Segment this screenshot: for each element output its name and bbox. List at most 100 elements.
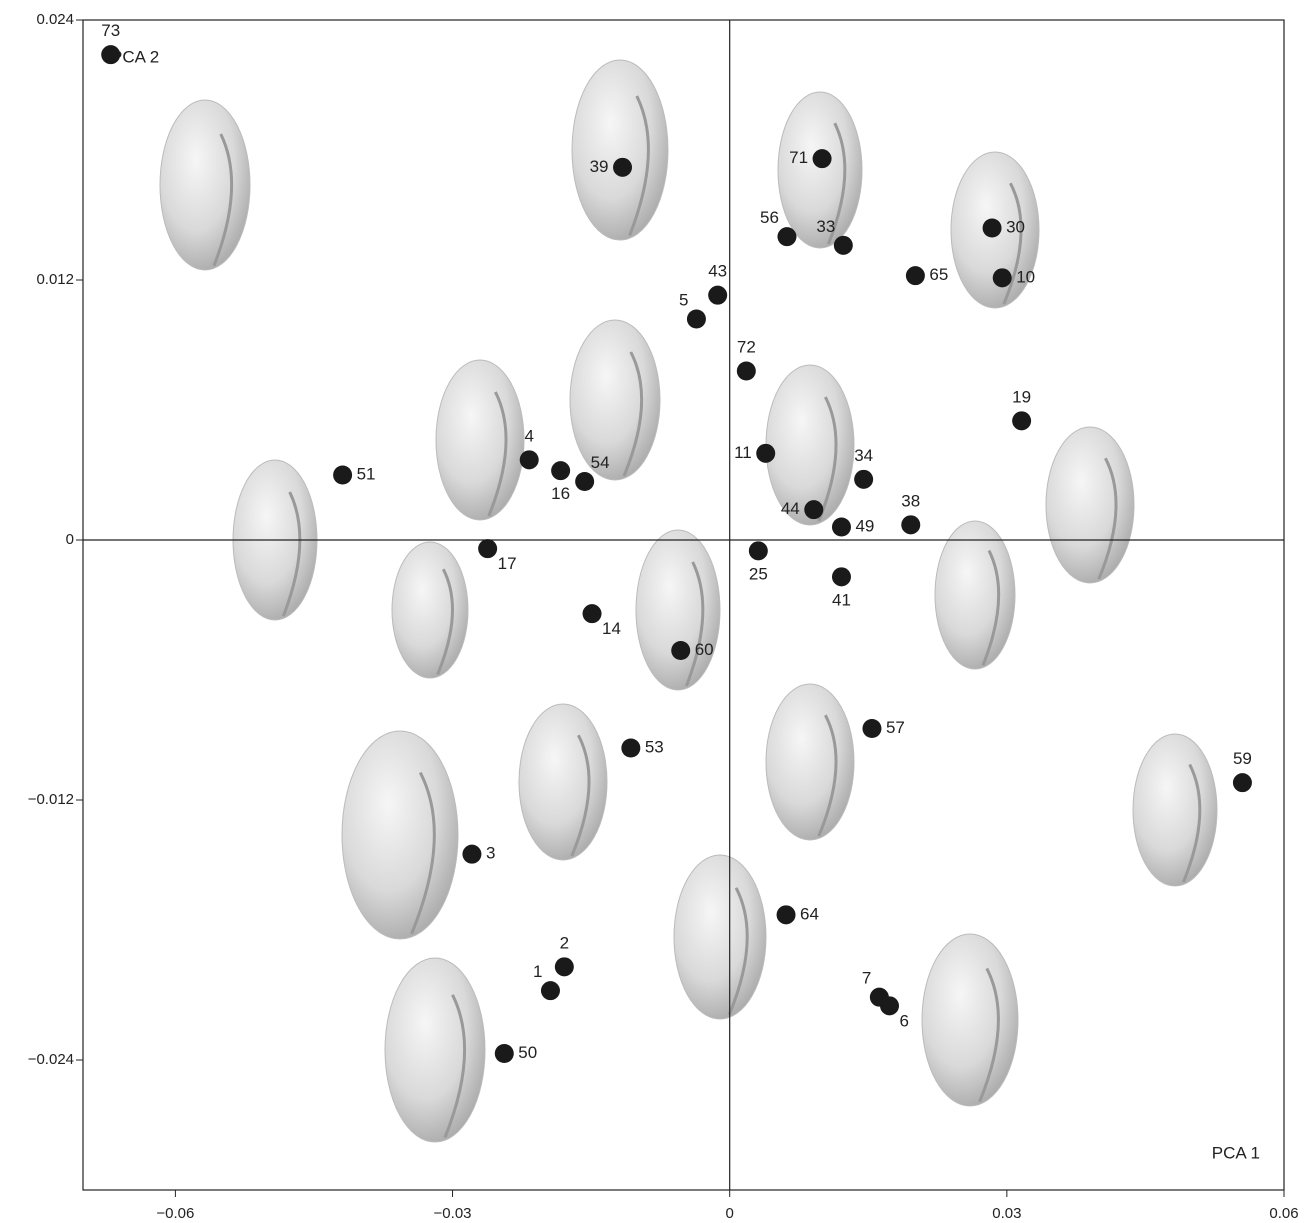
point-label: 57 — [886, 718, 905, 737]
data-point — [540, 981, 560, 1001]
shell-aperture — [1002, 182, 1023, 305]
data-point — [804, 500, 824, 520]
point-label: 10 — [1016, 267, 1035, 286]
point-label: 43 — [708, 262, 727, 281]
shell-aperture — [817, 396, 838, 522]
data-point — [519, 450, 539, 470]
data-point — [613, 157, 633, 177]
point-label: 30 — [1006, 217, 1025, 236]
data-point — [1012, 411, 1032, 431]
plot-frame — [82, 19, 1285, 1191]
shell-image — [391, 541, 469, 679]
x-tick-label: −0.03 — [434, 1205, 472, 1222]
data-point — [831, 567, 851, 587]
point-label: 34 — [854, 446, 873, 465]
shell-aperture — [570, 734, 591, 857]
shell-aperture — [628, 95, 650, 237]
point-label: 65 — [929, 265, 948, 284]
shell-aperture — [443, 994, 467, 1138]
shell-image — [435, 359, 525, 521]
shell-image — [159, 99, 251, 271]
shell-aperture — [436, 568, 454, 676]
shell-aperture — [1097, 457, 1118, 580]
shell-aperture — [981, 549, 1001, 666]
point-label: 16 — [551, 484, 570, 503]
point-label: 60 — [695, 640, 714, 659]
point-label: 19 — [1012, 387, 1031, 406]
data-point — [992, 268, 1012, 288]
shell-aperture — [1182, 763, 1202, 883]
point-label: 4 — [524, 426, 533, 445]
shell-image — [921, 933, 1019, 1107]
shell-image — [518, 703, 608, 861]
y-tick-label: 0 — [66, 531, 74, 548]
point-label: 64 — [800, 904, 819, 923]
data-point — [901, 515, 921, 535]
data-point — [478, 539, 498, 559]
data-point — [833, 235, 853, 255]
y-axis-label: PCA 2 — [111, 47, 159, 66]
data-point — [736, 361, 756, 381]
x-tick-label: 0 — [726, 1205, 734, 1222]
data-point — [551, 461, 571, 481]
y-tick-label: 0.024 — [36, 11, 74, 28]
point-label: 11 — [734, 443, 752, 462]
shell-image — [934, 520, 1016, 670]
x-tick-label: 0.03 — [992, 1205, 1021, 1222]
shell-aperture — [685, 561, 705, 687]
shell-aperture — [827, 122, 847, 245]
data-point — [777, 227, 797, 247]
data-point — [862, 719, 882, 738]
point-label: 38 — [901, 491, 920, 510]
point-label: 25 — [749, 564, 768, 583]
shell-images — [159, 59, 1218, 1143]
y-tick-label: −0.012 — [28, 791, 74, 808]
point-label: 2 — [560, 933, 569, 952]
point-label: 1 — [533, 962, 542, 981]
data-point — [905, 266, 925, 286]
data-point — [101, 45, 121, 65]
point-label: 72 — [737, 337, 756, 356]
data-point — [756, 443, 776, 463]
shell-image — [1045, 426, 1135, 584]
x-axis-label: PCA 1 — [1212, 1143, 1260, 1162]
point-label: 51 — [357, 464, 376, 483]
point-label: 73 — [101, 21, 120, 40]
data-point — [708, 285, 728, 305]
data-point — [554, 957, 574, 977]
point-label: 59 — [1233, 749, 1252, 768]
data-point — [582, 604, 602, 624]
point-label: 41 — [832, 590, 851, 609]
point-label: 14 — [602, 619, 621, 638]
shell-image — [1132, 733, 1218, 887]
data-point — [854, 469, 874, 489]
point-label: 53 — [645, 737, 664, 756]
shell-image — [341, 730, 459, 940]
shell-aperture — [817, 714, 838, 837]
data-point — [575, 472, 595, 491]
point-label: 39 — [590, 157, 609, 176]
shell-image — [673, 854, 767, 1020]
shell-image — [569, 319, 661, 481]
data-point — [621, 738, 641, 758]
shell-image — [384, 957, 486, 1143]
shell-aperture — [727, 887, 749, 1016]
point-label: 33 — [816, 217, 835, 236]
data-point — [333, 465, 353, 485]
shell-aperture — [282, 491, 302, 617]
data-point — [671, 641, 691, 660]
data-point — [812, 149, 832, 169]
y-tick-label: 0.012 — [36, 271, 74, 288]
data-point — [494, 1044, 514, 1063]
data-point — [462, 844, 482, 864]
point-label: 7 — [862, 969, 871, 988]
shell-aperture — [410, 771, 436, 935]
point-label: 56 — [760, 208, 779, 227]
data-point — [982, 218, 1002, 238]
shell-image — [765, 683, 855, 841]
y-tick-label: −0.024 — [28, 1051, 74, 1068]
shell-image — [571, 59, 669, 241]
shell-image — [635, 529, 721, 691]
data-point — [748, 541, 768, 561]
point-label: 3 — [486, 844, 495, 863]
